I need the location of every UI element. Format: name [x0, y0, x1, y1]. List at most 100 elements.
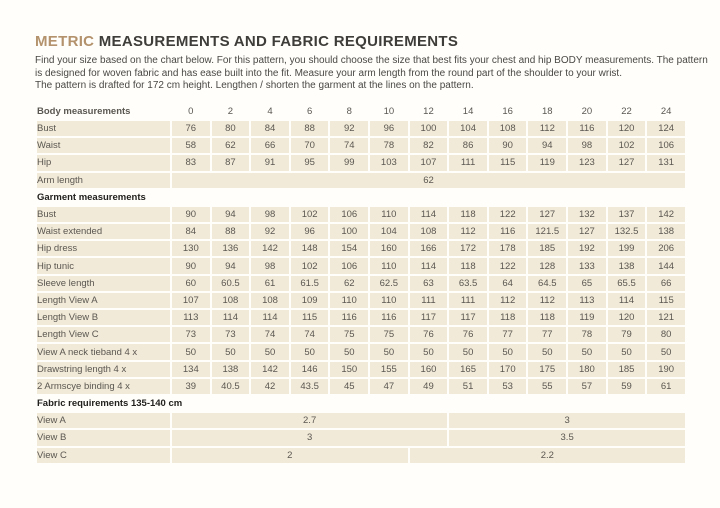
value-cell: 108: [409, 224, 448, 240]
value-cell: 49: [409, 378, 448, 394]
value-cell: 51: [449, 378, 487, 394]
value-cell: 142: [251, 361, 289, 377]
value-cell: 94: [211, 258, 250, 274]
value-cell: 119: [528, 155, 567, 171]
row-label-cell: Bust: [37, 206, 170, 223]
value-cell: 50: [568, 344, 606, 360]
value-cell: 120: [607, 120, 646, 137]
size-column-header: 18: [542, 105, 553, 117]
value-cell: 57: [568, 378, 606, 394]
value-cell: 60.5: [211, 275, 250, 291]
value-cell: 104: [370, 224, 408, 240]
value-cell: 110: [370, 206, 408, 223]
value-cell: 180: [568, 361, 606, 377]
value-cell: 170: [488, 361, 527, 377]
section-label-cell: Fabric requirements 135-140 cm: [37, 398, 183, 410]
value-cell: 103: [370, 155, 408, 171]
value-cell: 42: [251, 378, 289, 394]
merged-value-cell: 2: [172, 447, 408, 463]
value-cell: 55: [528, 378, 567, 394]
value-cell: 50: [528, 344, 567, 360]
value-cell: 100: [409, 120, 448, 137]
value-cell: 118: [488, 310, 527, 326]
row-label-cell: View A neck tieband 4 x: [37, 344, 170, 360]
row-label-cell: Hip dress: [37, 241, 170, 257]
value-cell: 150: [330, 361, 369, 377]
value-cell: 133: [568, 258, 606, 274]
value-cell: 106: [647, 138, 685, 154]
value-cell: 75: [330, 327, 369, 343]
value-cell: 61.5: [290, 275, 329, 291]
size-column-header: 10: [383, 105, 395, 117]
value-cell: 142: [647, 206, 685, 223]
value-cell: 185: [607, 361, 646, 377]
row-label-cell: Waist extended: [37, 224, 170, 240]
table-row: Waist 58 62 66 70 74 78 82 86 90 94 98 102 106: [37, 138, 685, 154]
value-cell: 60: [172, 275, 210, 291]
value-cell: 63.5: [449, 275, 487, 291]
value-cell: 112: [449, 224, 487, 240]
row-label-cell: View B: [37, 430, 170, 446]
row-label-cell: Length View A: [37, 292, 170, 309]
size-column-header: 24: [660, 105, 672, 117]
value-cell: 96: [370, 120, 408, 137]
value-cell: 127: [528, 206, 567, 223]
table-row: 2 Armscye binding 4 x 39 40.5 42 43.5 45 47 49 5…: [37, 378, 685, 394]
value-cell: 114: [211, 310, 250, 326]
value-cell: 50: [647, 344, 685, 360]
value-cell: 138: [211, 361, 250, 377]
value-cell: 90: [172, 258, 210, 274]
row-label-cell: View A: [37, 413, 170, 429]
value-cell: 132.5: [607, 224, 646, 240]
value-cell: 114: [409, 206, 448, 223]
row-label-cell: Bust: [37, 120, 170, 137]
table-row: View C 2 2.2: [37, 447, 685, 463]
value-cell: 90: [172, 206, 210, 223]
value-cell: 64: [488, 275, 527, 291]
value-cell: 106: [330, 258, 369, 274]
value-cell: 87: [211, 155, 250, 171]
value-cell: 73: [172, 327, 210, 343]
value-cell: 94: [211, 206, 250, 223]
row-label-cell: Drawstring length 4 x: [37, 361, 170, 377]
value-cell: 144: [647, 258, 685, 274]
value-cell: 111: [449, 155, 487, 171]
value-cell: 74: [330, 138, 369, 154]
value-cell: 50: [488, 344, 527, 360]
value-cell: 88: [211, 224, 250, 240]
page-title: METRIC MEASUREMENTS AND FABRIC REQUIREME…: [35, 33, 690, 50]
value-cell: 50: [251, 344, 289, 360]
size-column-header: 16: [502, 105, 513, 117]
value-cell: 62: [211, 138, 250, 154]
value-cell: 77: [488, 327, 527, 343]
size-column-header: 14: [462, 105, 474, 117]
merged-value-cell: 2.2: [409, 447, 685, 463]
table-row: Bust 76 80 84 88 92 96 100 104 108 112 116 120 124: [37, 120, 685, 137]
value-cell: 98: [251, 206, 289, 223]
value-cell: 63: [409, 275, 448, 291]
measurements-table: Body measurements 0 2 4 6 8 10 12 14 16 18 20 22 24 Bu…: [35, 102, 687, 465]
value-cell: 154: [330, 241, 369, 257]
value-cell: 47: [370, 378, 408, 394]
size-column-header: 2: [227, 105, 234, 117]
intro-line-2: is designed for woven fabric and has eas…: [35, 67, 622, 79]
value-cell: 102: [607, 138, 646, 154]
value-cell: 62: [330, 275, 369, 291]
value-cell: 110: [330, 292, 369, 309]
value-cell: 50: [172, 344, 210, 360]
table-header-row: Body measurements 0 2 4 6 8 10 12 14 16 18 20 22 24: [37, 104, 685, 119]
value-cell: 100: [330, 224, 369, 240]
value-cell: 142: [251, 241, 289, 257]
value-cell: 116: [370, 310, 408, 326]
value-cell: 92: [251, 224, 289, 240]
value-cell: 102: [290, 258, 329, 274]
value-cell: 98: [568, 138, 606, 154]
value-cell: 104: [449, 120, 487, 137]
table-row: Hip tunic 90 94 98 102 106 110 114 118 122 128 133 1…: [37, 258, 685, 274]
row-label-cell: View C: [37, 447, 170, 463]
value-cell: 155: [370, 361, 408, 377]
value-cell: 132: [568, 206, 606, 223]
value-cell: 113: [568, 292, 606, 309]
value-cell: 123: [568, 155, 606, 171]
value-cell: 127: [568, 224, 606, 240]
